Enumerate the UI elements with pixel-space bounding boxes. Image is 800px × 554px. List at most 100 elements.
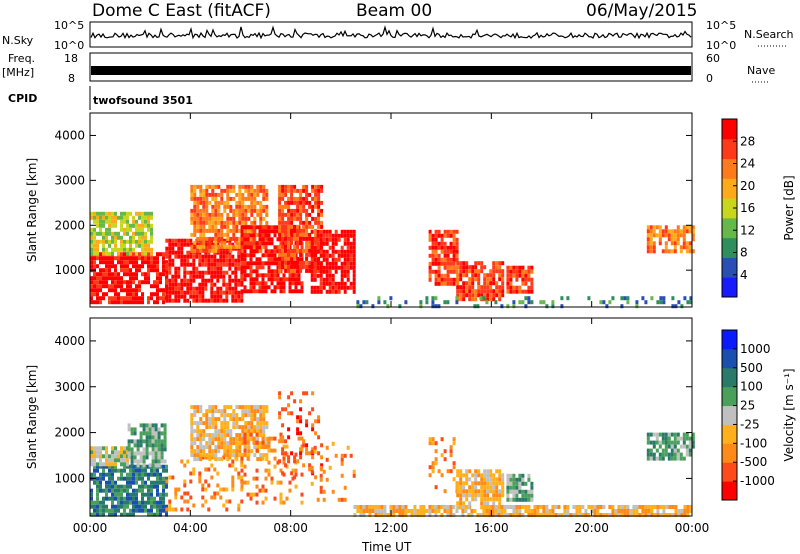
echo-cell [530,497,534,502]
echo-cell [492,293,496,298]
echo-cell [229,433,233,438]
echo-cell [226,413,230,418]
echo-cell [231,479,235,484]
echo-cell [287,260,291,265]
echo-cell [234,258,238,263]
echo-cell [688,241,692,246]
echo-cell [216,258,220,263]
echo-cell [278,212,282,217]
echo-cell [144,508,147,513]
echo-cell [317,224,321,229]
echo-cell [220,445,224,450]
echo-cell [96,211,99,216]
echo-cell [620,513,624,517]
echo-cell [93,300,96,305]
echo-cell [219,495,223,500]
echo-cell [300,500,304,505]
echo-cell [132,264,135,269]
echo-cell [334,233,338,238]
echo-cell [293,216,297,221]
echo-cell [319,229,323,234]
echo-cell [308,220,312,225]
echo-cell [310,237,314,242]
echo-cell [258,241,262,246]
echo-cell [222,487,226,492]
echo-cell [299,399,303,404]
echo-cell [676,436,680,441]
echo-cell [331,441,335,446]
echo-cell [126,223,129,228]
echo-cell [485,513,489,517]
echo-cell [465,269,469,274]
echo-cell [548,513,552,517]
echo-cell [217,457,221,462]
echo-cell [102,472,105,477]
echo-cell [165,260,168,265]
echo-cell [253,200,257,205]
echo-cell [177,254,181,259]
echo-cell [102,235,105,240]
echo-cell [512,473,516,478]
echo-cell [679,233,683,238]
echo-cell [352,261,356,266]
echo-cell [202,216,206,221]
echo-cell [217,445,221,450]
echo-cell [204,455,208,460]
echo-cell [281,232,285,237]
echo-cell [223,425,227,430]
echo-cell [189,282,193,287]
echo-cell [208,212,212,217]
echo-cell [489,293,493,298]
echo-cell [287,204,291,209]
echo-cell [431,269,435,274]
echo-cell [214,240,218,245]
echo-cell [486,481,490,486]
echo-cell [208,192,212,197]
echo-cell [446,505,450,509]
echo-cell [314,184,318,189]
echo-cell [246,225,250,230]
echo-cell [123,272,126,277]
echo-cell [147,296,150,301]
echo-cell [229,449,233,454]
echo-cell [211,220,215,225]
echo-cell [455,257,459,262]
echo-cell [213,266,217,271]
echo-cell [144,219,147,224]
echo-cell [247,228,251,233]
echo-cell [461,509,465,513]
echo-cell [120,488,123,493]
echo-cell [489,289,493,294]
echo-cell [471,497,475,502]
echo-cell [410,513,414,517]
echo-cell [319,277,323,282]
echo-cell [217,208,221,213]
echo-cell [196,236,200,241]
echo-cell [325,237,329,242]
echo-cell [308,248,312,253]
echo-cell [147,223,150,228]
echo-cell [96,476,99,481]
echo-cell [157,435,161,440]
echo-cell [141,496,144,501]
echo-cell [267,261,271,266]
echo-cell [213,282,217,287]
echo-cell [196,449,200,454]
echo-cell [211,212,215,217]
echo-cell [664,440,668,445]
echo-cell [455,300,459,305]
echo-cell [148,431,152,436]
echo-cell [211,196,215,201]
echo-cell [192,471,196,476]
echo-cell [290,268,294,273]
echo-cell [679,249,683,254]
echo-cell [548,509,552,513]
echo-cell [293,244,297,249]
echo-cell [524,269,528,274]
echo-cell [419,505,423,509]
echo-cell [259,445,263,450]
echo-cell [217,417,221,422]
echo-cell [346,269,350,274]
echo-cell [90,296,93,301]
echo-cell [281,196,285,201]
